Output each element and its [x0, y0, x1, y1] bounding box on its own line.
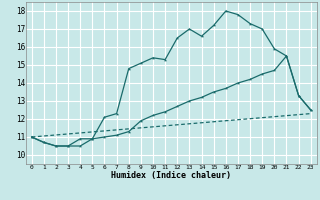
- X-axis label: Humidex (Indice chaleur): Humidex (Indice chaleur): [111, 171, 231, 180]
